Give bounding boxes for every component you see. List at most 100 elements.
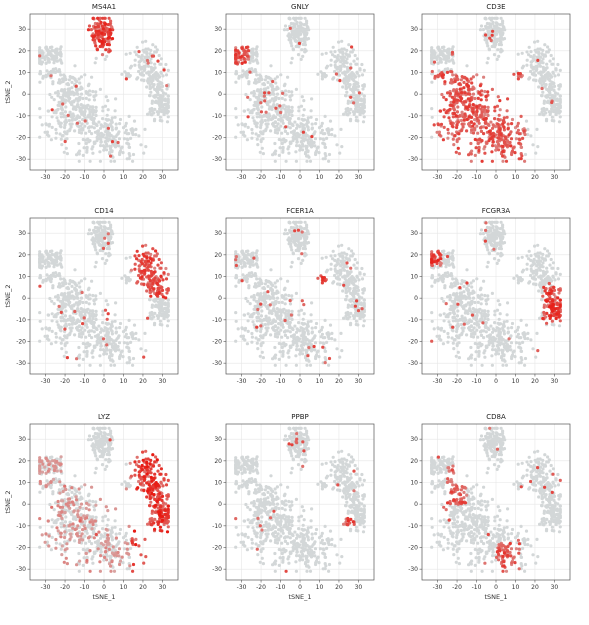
- cell-point: [92, 126, 96, 130]
- cell-point: [67, 118, 71, 123]
- cell-point: [58, 132, 62, 136]
- cell-point: [117, 144, 121, 148]
- cell-point: [56, 107, 60, 111]
- cell-point: [106, 99, 110, 103]
- cell-point: [55, 116, 59, 120]
- cell-point: [91, 89, 95, 94]
- cell-point: [128, 154, 132, 158]
- cell-point: [70, 80, 74, 84]
- cell-point: [131, 152, 136, 157]
- cell-point: [79, 92, 84, 96]
- cell-point: [96, 132, 100, 137]
- cell-point: [54, 127, 58, 132]
- cell-point: [104, 136, 108, 140]
- cell-point: [89, 105, 93, 109]
- cell-point: [98, 87, 102, 91]
- cell-point: [101, 117, 105, 121]
- cell-point: [102, 148, 106, 152]
- cell-point: [124, 121, 128, 125]
- cell-point: [142, 151, 146, 155]
- cell-point: [60, 134, 64, 138]
- cell-point: [118, 149, 123, 153]
- cell-point: [84, 141, 88, 146]
- cell-point: [59, 111, 63, 116]
- cell-point: [92, 98, 97, 102]
- cell-point: [144, 145, 148, 149]
- cell-point: [90, 132, 94, 136]
- cell-point: [91, 151, 95, 155]
- cell-point: [54, 136, 58, 140]
- cell-point: [83, 124, 87, 128]
- cell-point: [59, 137, 63, 141]
- cell-point: [81, 127, 85, 131]
- cell-point: [54, 91, 58, 95]
- cell-point: [134, 127, 138, 131]
- cell-point: [64, 115, 68, 119]
- cell-point: [50, 95, 54, 99]
- cell-point: [70, 118, 74, 122]
- cell-point: [95, 135, 99, 140]
- cell-point: [75, 115, 79, 119]
- cell-point: [81, 118, 85, 122]
- cell-point: [101, 105, 105, 109]
- cell-point: [85, 121, 89, 125]
- cell-point: [91, 105, 95, 109]
- cell-point: [87, 129, 91, 133]
- cell-point: [99, 144, 103, 148]
- cell-point: [93, 130, 97, 134]
- cell-point: [67, 78, 71, 82]
- cell-point: [58, 95, 62, 99]
- cell-point: [43, 130, 47, 134]
- cell-point: [59, 73, 63, 77]
- cell-point: [64, 146, 68, 150]
- cell-point: [84, 131, 88, 135]
- cell-point: [114, 135, 118, 139]
- cell-point: [131, 159, 135, 163]
- cell-point: [45, 130, 50, 134]
- cell-point: [77, 152, 81, 156]
- cell-point: [139, 143, 143, 147]
- cell-point: [114, 126, 118, 130]
- cell-point: [56, 89, 60, 94]
- cell-point: [81, 96, 85, 101]
- cell-point: [88, 125, 92, 129]
- cell-point: [121, 151, 125, 155]
- cell-point: [122, 137, 126, 141]
- cell-point: [82, 146, 86, 150]
- cell-point: [103, 104, 108, 108]
- cell-point: [98, 159, 102, 163]
- cell-point: [65, 137, 69, 141]
- cell-point: [61, 78, 66, 82]
- cell-point: [105, 113, 109, 117]
- cell-point: [114, 97, 118, 101]
- cell-point: [64, 105, 68, 109]
- cell-point: [111, 135, 115, 139]
- cell-point: [50, 125, 54, 129]
- cell-point: [79, 75, 83, 79]
- cell-point: [78, 128, 82, 132]
- cell-point: [113, 115, 117, 119]
- cell-point: [78, 149, 82, 153]
- cell-point: [40, 123, 44, 127]
- cell-point: [44, 122, 48, 126]
- cell-point: [88, 93, 92, 97]
- cell-point: [46, 109, 50, 113]
- cell-point: [110, 116, 114, 120]
- cell-point: [137, 134, 141, 138]
- cell-point: [109, 159, 113, 163]
- cell-point: [75, 153, 79, 157]
- cell-point: [70, 86, 74, 90]
- cell-point: [78, 81, 82, 85]
- cell-point: [124, 128, 128, 132]
- cell-point: [73, 64, 77, 68]
- cell-point: [64, 120, 68, 124]
- cell-point: [50, 115, 54, 119]
- cell-point: [101, 109, 105, 113]
- cell-point: [83, 73, 87, 77]
- cell-point: [118, 122, 122, 126]
- cell-point: [52, 98, 56, 102]
- cell-point: [73, 129, 77, 133]
- cell-point: [94, 105, 98, 109]
- cell-point: [112, 159, 117, 163]
